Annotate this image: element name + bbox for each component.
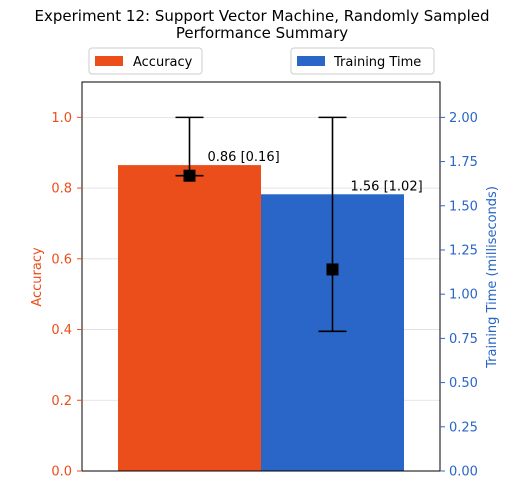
legend: Accuracy Training Time (88, 47, 435, 75)
error-bar-marker (326, 263, 339, 276)
left-tick-label: 0.6 (51, 252, 72, 267)
left-tick-label: 1.0 (51, 111, 72, 126)
left-axis-ticks: 0.0 0.2 0.4 0.6 0.8 1.0 (51, 111, 82, 480)
error-bars (175, 116, 347, 333)
bar-value-label: 0.86 [0.16] (208, 150, 280, 165)
bar-accuracy (118, 165, 261, 471)
legend-item-accuracy: Accuracy (88, 47, 203, 75)
bar-value-label: 1.56 [1.02] (351, 179, 423, 194)
left-tick-label: 0.2 (51, 394, 72, 409)
chart-title: Experiment 12: Support Vector Machine, R… (35, 7, 490, 25)
y-axis-label: Accuracy (30, 247, 45, 307)
right-tick-label: 1.00 (449, 288, 478, 303)
right-tick-label: 0.75 (449, 332, 478, 347)
left-tick-label: 0.0 (51, 465, 72, 480)
legend-frame (88, 47, 203, 75)
legend-label-accuracy: Accuracy (133, 55, 193, 70)
legend-label-training-time: Training Time (333, 55, 421, 70)
right-tick-label: 0.50 (449, 376, 478, 391)
right-tick-label: 0.25 (449, 420, 478, 435)
legend-swatch-accuracy (95, 56, 123, 66)
right-tick-label: 1.25 (449, 243, 478, 258)
right-tick-label: 1.50 (449, 199, 478, 214)
legend-item-training-time: Training Time (290, 47, 435, 75)
right-axis-ticks: 0.00 0.25 0.50 0.75 1.00 1.25 1.50 1.75 2.00 (440, 111, 478, 480)
right-tick-label: 0.00 (449, 465, 478, 480)
chart-subtitle: Performance Summary (176, 24, 348, 42)
right-tick-label: 1.75 (449, 155, 478, 170)
right-tick-label: 2.00 (449, 111, 478, 126)
legend-frame (290, 47, 435, 75)
bars (118, 165, 404, 471)
bar-value-labels: 0.86 [0.16] 1.56 [1.02] (208, 150, 423, 194)
error-bar-marker (183, 169, 196, 182)
plot-frame (81, 81, 441, 472)
left-tick-label: 0.4 (51, 323, 72, 338)
left-tick-label: 0.8 (51, 182, 72, 197)
y2-axis-label: Training Time (milliseconds) (485, 186, 500, 369)
legend-swatch-training-time (297, 56, 325, 66)
plot-border (81, 81, 441, 472)
